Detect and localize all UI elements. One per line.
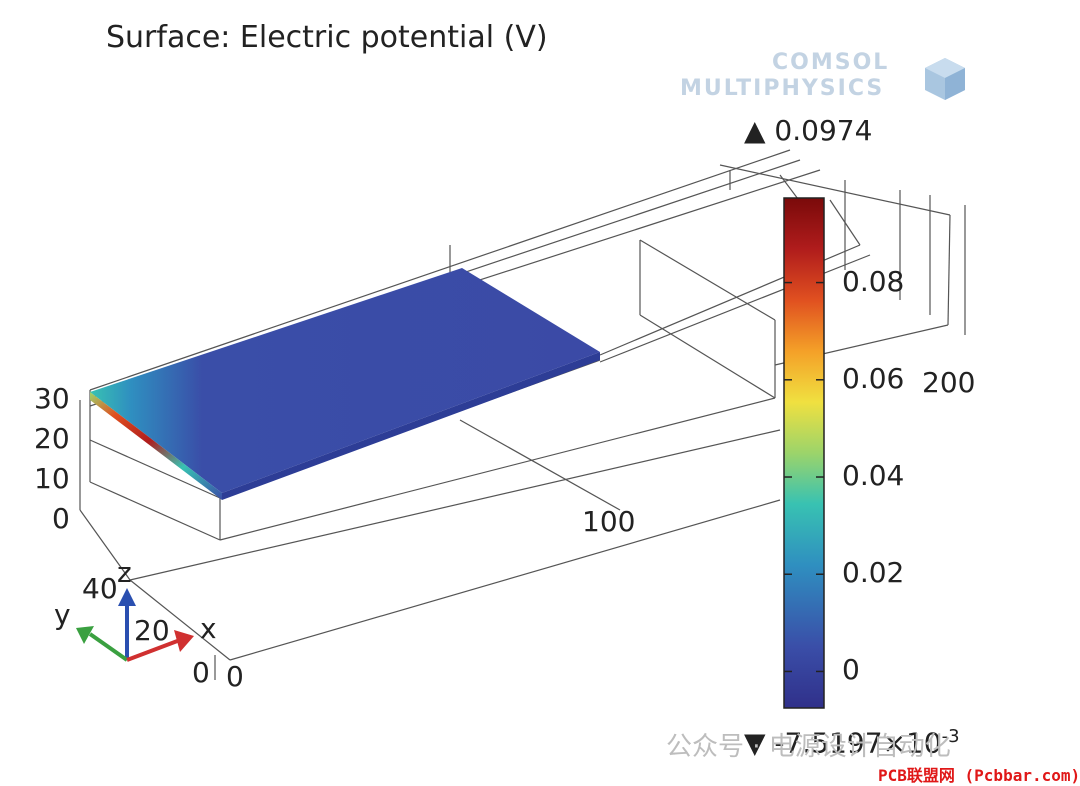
triad-z-value: 40 [82, 572, 118, 605]
z-tick-label: 0 [52, 502, 70, 535]
colorbar-tick-label: 0.02 [842, 556, 905, 590]
triad-y-label: y [54, 598, 71, 631]
colorbar-min-exponent: -3 [941, 726, 960, 747]
triad-y-arrow [76, 626, 94, 644]
origin-tick-label: 0 [226, 660, 244, 693]
logo-text-line2: MULTIPHYSICS [680, 76, 885, 101]
logo-cube-icon [925, 58, 965, 100]
colorbar-min-label: ▼ -7.5197×10-3 [744, 726, 960, 759]
potential-surface [90, 268, 600, 493]
colorbar-tick-label: 0 [842, 653, 860, 687]
colorbar-tick-label: 0.06 [842, 361, 905, 395]
colorbar-gradient [783, 197, 825, 709]
origin-tick-label: 0 [192, 656, 210, 689]
triad-x-value: 20 [134, 614, 170, 647]
triad-x-axis [126, 638, 181, 662]
z-tick-label: 30 [34, 382, 70, 415]
colorbar-tick-label: 0.08 [842, 264, 905, 298]
wechat-watermark: 公众号 · 电源设计自动化 [666, 732, 951, 762]
z-tick-label: 20 [34, 422, 70, 455]
surface-front-face [222, 352, 600, 500]
wireframe [79, 149, 966, 680]
source-tag: PCB联盟网 (Pcbbar.com) [878, 766, 1080, 785]
colorbar-min-prefix: ▼ -7.5197×10 [744, 726, 942, 760]
colorbar-tick-marks [784, 281, 824, 673]
colorbar-max-label: ▲ 0.0974 [744, 114, 873, 147]
triad-z-arrow [118, 588, 136, 606]
x-tick-label: 100 [582, 505, 636, 538]
plot-title: Surface: Electric potential (V) [106, 20, 548, 55]
logo-text-line1: COMSOL [772, 50, 890, 75]
triad-x-arrow [174, 630, 194, 652]
triad-z-label: z [117, 556, 132, 589]
triad-x-label: x [200, 612, 217, 645]
comsol-logo: COMSOL MULTIPHYSICS [680, 50, 980, 110]
axis-triad [76, 588, 194, 662]
surface-edge-strip [90, 392, 222, 500]
triad-y-axis [88, 632, 129, 662]
y-tick-label: 200 [922, 366, 976, 399]
z-tick-label: 10 [34, 462, 70, 495]
colorbar-tick-label: 0.04 [842, 459, 905, 492]
